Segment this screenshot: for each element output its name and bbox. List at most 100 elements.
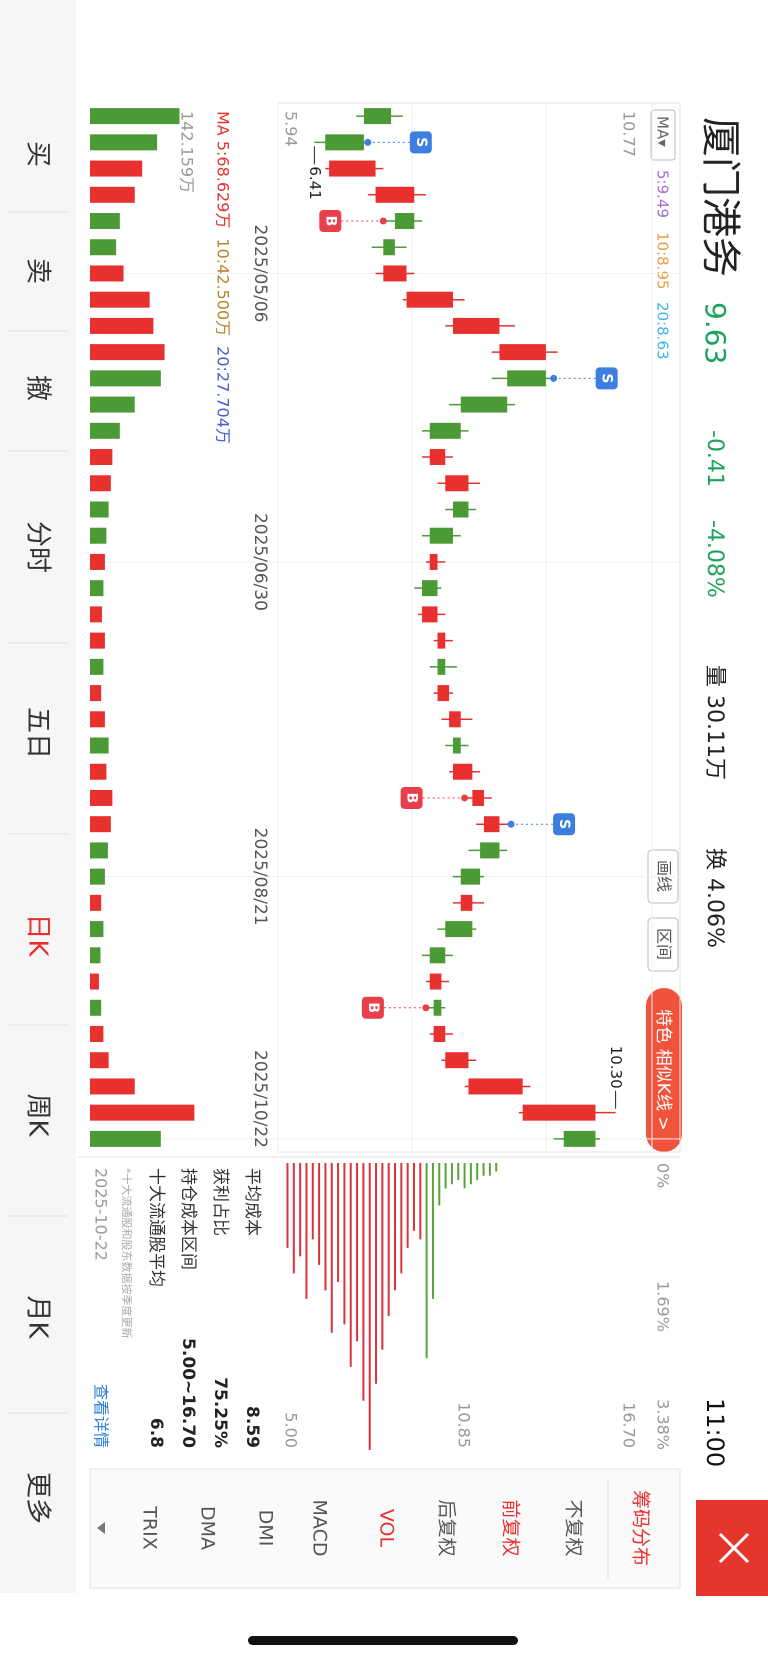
candle-body <box>452 737 461 754</box>
menu-item[interactable]: DMI <box>255 1510 277 1547</box>
candle-body <box>472 789 484 806</box>
chip-info-value: 8.59 <box>242 1406 262 1448</box>
status-time: 11:00 <box>701 1398 729 1467</box>
draw-label: 画线 <box>655 860 674 892</box>
menu-item[interactable]: TRIX <box>139 1505 161 1549</box>
volume-bar <box>90 370 161 387</box>
ma-button[interactable] <box>650 109 676 161</box>
change-pct: -4.08% <box>702 520 727 598</box>
signal-badge <box>319 210 342 233</box>
signal-badge <box>595 367 618 390</box>
menu-item[interactable]: MACD <box>309 1500 331 1557</box>
menu-item[interactable]: 前复权 <box>500 1499 522 1556</box>
tab[interactable]: 月K <box>23 1295 53 1339</box>
candle-body <box>452 501 469 518</box>
candle-body <box>433 999 442 1016</box>
volume-bar <box>89 422 120 439</box>
volume-legend: 20:27.704万 <box>214 346 233 444</box>
candle-body <box>429 422 461 439</box>
candle-body <box>429 527 453 544</box>
candle-body <box>445 475 469 492</box>
change: -0.41 <box>702 430 727 487</box>
x-tick-label: 2025/06/30 <box>250 513 270 611</box>
signal-badge <box>553 813 576 836</box>
candle-body <box>433 1025 446 1042</box>
volume-bar <box>90 317 154 334</box>
candle-body <box>429 449 446 466</box>
chip-info-value: 5.00~16.70 <box>178 1338 198 1448</box>
volume-legend: 10:42.500万 <box>214 238 233 336</box>
menu-item[interactable]: 筹码分布 <box>630 1490 652 1566</box>
candle-body <box>499 344 546 361</box>
candle-body <box>422 580 438 597</box>
y-tick-label: 10.77 <box>620 111 639 157</box>
candle-body <box>563 1130 596 1147</box>
signal-badge <box>409 131 432 154</box>
candle-body <box>375 186 415 203</box>
candle-body <box>429 973 442 990</box>
signal-dot <box>461 794 469 802</box>
volume: 30.11万 <box>702 695 727 780</box>
volume-bar <box>90 108 180 125</box>
candle-body <box>522 1104 596 1121</box>
candle-body <box>452 763 473 780</box>
tab[interactable]: 五日 <box>23 707 53 759</box>
candle-body <box>383 239 395 256</box>
candle-body <box>452 317 500 334</box>
tab[interactable]: 撤 <box>23 375 53 401</box>
chip-info-label: 持仓成本区间 <box>178 1168 198 1270</box>
volume-tick-label: 142.159万 <box>178 111 197 193</box>
range-label: 区间 <box>655 928 674 960</box>
x-tick-label: 2025/05/06 <box>250 224 270 322</box>
tab[interactable]: 日K <box>23 913 53 957</box>
price: 9.63 <box>699 302 732 364</box>
candle-body <box>460 868 481 885</box>
volume-bar <box>89 213 120 230</box>
feature-button[interactable] <box>646 988 682 1152</box>
volume-bar <box>90 1130 161 1147</box>
tab[interactable]: 分时 <box>23 521 53 573</box>
candle-body <box>437 685 450 702</box>
volume-bar <box>90 632 105 649</box>
tab[interactable]: 周K <box>23 1093 53 1137</box>
signal-label: B <box>322 216 338 227</box>
menu-item[interactable]: 不复权 <box>563 1499 585 1556</box>
volume-bar <box>90 186 135 203</box>
feature-label: 特色 相似K线 > <box>653 1009 673 1130</box>
chip-detail[interactable]: 查看详情 <box>92 1384 111 1448</box>
chip-info-value: 6.8 <box>146 1418 166 1448</box>
menu-item[interactable]: DMA <box>197 1506 219 1550</box>
volume-bar <box>90 449 113 466</box>
volume-bar <box>90 134 158 151</box>
volume-bar <box>90 475 111 492</box>
candle-body <box>429 553 438 570</box>
candle-body <box>507 370 546 387</box>
volume-bar <box>89 239 117 256</box>
y-tick-label: 5.94 <box>282 111 301 147</box>
chip-x-label: 1.69% <box>654 1281 673 1332</box>
signal-label: S <box>413 137 429 147</box>
candle-body <box>325 134 364 151</box>
chip-info-value: 75.25% <box>210 1377 230 1448</box>
signal-dot <box>422 1004 430 1012</box>
menu-item[interactable]: 后复权 <box>436 1499 458 1556</box>
signal-dot <box>507 820 515 828</box>
menu-more[interactable] <box>97 1522 105 1534</box>
signal-dot <box>379 217 387 225</box>
candle-body <box>363 108 392 125</box>
signal-label: S <box>599 373 615 383</box>
menu-item[interactable]: VOL <box>376 1509 398 1548</box>
turnover: 4.06% <box>702 878 727 948</box>
range-button[interactable] <box>647 917 679 972</box>
x-tick-label: 2025/08/21 <box>250 828 270 926</box>
volume-bar <box>90 789 113 806</box>
tab[interactable]: 更多 <box>23 1472 53 1524</box>
chip-y-label: 5.00 <box>282 1412 301 1448</box>
chip-x-label: 3.38% <box>654 1399 673 1450</box>
tab[interactable]: 买 <box>23 141 53 167</box>
chip-info-label: 十大流通股平均 <box>146 1168 166 1287</box>
signal-badge <box>400 786 423 809</box>
volume-bar <box>90 868 105 885</box>
tab[interactable]: 卖 <box>23 258 53 284</box>
